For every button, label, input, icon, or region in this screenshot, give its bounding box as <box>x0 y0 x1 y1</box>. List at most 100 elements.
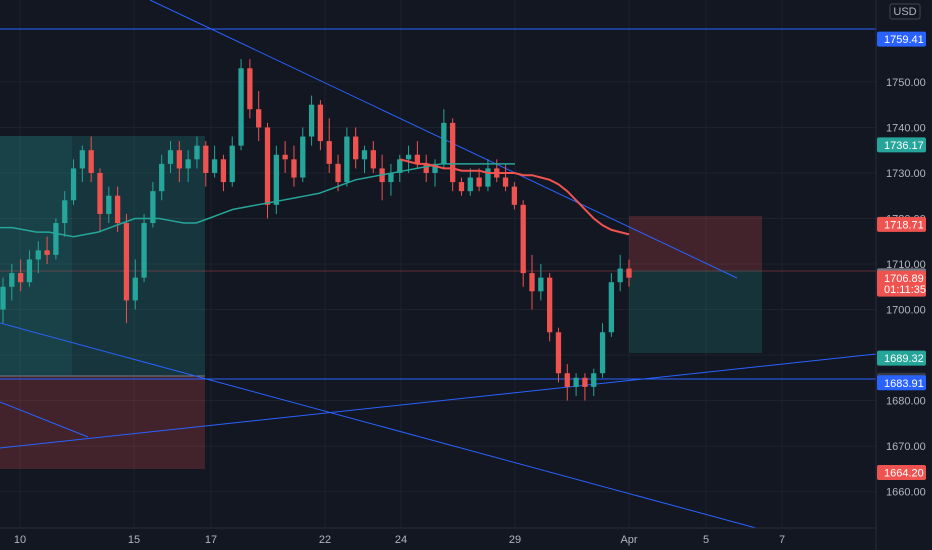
currency-badge[interactable] <box>889 3 921 20</box>
candle-body <box>62 200 68 224</box>
candle-body <box>256 109 262 128</box>
candle <box>608 273 615 337</box>
candle-body <box>17 273 24 283</box>
candle <box>573 373 579 396</box>
candle-body <box>335 163 341 183</box>
candle-body <box>220 159 227 183</box>
uptrend-line[interactable] <box>0 353 877 449</box>
candle-body <box>344 136 350 183</box>
x-tick-label: 17 <box>205 534 217 546</box>
candle <box>17 259 24 292</box>
y-tick-label: 1710.00 <box>886 259 926 271</box>
candle-body <box>9 273 15 287</box>
candle-body <box>176 150 182 169</box>
candle <box>317 100 324 151</box>
price-tag: 1689.32 <box>877 350 926 366</box>
candle-body <box>564 373 570 387</box>
candle <box>547 273 553 342</box>
candle <box>335 154 341 192</box>
candle <box>405 145 412 173</box>
time-axis-ticks[interactable]: 10 15 17 22 24 29 Apr 5 7 <box>14 534 785 546</box>
x-tick-label: 10 <box>14 534 26 546</box>
candle <box>291 145 297 187</box>
candle-body <box>370 150 376 169</box>
price-tag: 1718.71 <box>877 216 926 232</box>
price-tag-label: 1706.89 <box>884 273 924 285</box>
candle <box>106 186 112 224</box>
candle-body <box>70 168 77 201</box>
candle-body <box>141 223 147 278</box>
candle <box>617 254 623 292</box>
candle-body <box>44 250 50 255</box>
price-tag-box <box>877 350 926 366</box>
candle-body <box>211 159 218 173</box>
candle <box>529 254 535 310</box>
candle <box>79 145 85 183</box>
candle <box>450 118 456 192</box>
short-profit-zone <box>629 270 762 353</box>
candle <box>238 59 244 151</box>
y-tick-label: 1680.00 <box>886 396 926 408</box>
candle-body <box>547 277 553 333</box>
candle-body <box>361 150 368 160</box>
price-tag: 1759.41 <box>877 31 926 47</box>
candle <box>167 141 174 173</box>
price-tag-label: 1689.32 <box>884 353 924 365</box>
candle-body <box>405 154 412 160</box>
candle <box>282 141 288 173</box>
x-tick-label: 22 <box>319 534 331 546</box>
candle-body <box>291 159 297 178</box>
candle <box>591 368 597 396</box>
price-tag-label: 1718.71 <box>884 219 924 231</box>
price-tag-box <box>877 137 926 153</box>
x-tick-label: 24 <box>395 534 407 546</box>
price-tag-label: 1736.17 <box>884 140 924 152</box>
candle <box>458 177 465 196</box>
currency-label: USD <box>893 6 916 18</box>
candle <box>132 259 138 310</box>
candle <box>308 95 315 146</box>
grid <box>0 0 876 528</box>
candle-body <box>150 191 156 224</box>
candle <box>326 118 332 173</box>
candle <box>229 136 235 187</box>
price-tag-label: 1759.41 <box>884 34 924 46</box>
candle-body <box>441 122 447 164</box>
candle-body <box>467 177 473 192</box>
candle-body <box>194 145 200 160</box>
candle <box>599 323 606 378</box>
y-tick-label: 1700.00 <box>886 305 926 317</box>
candle <box>203 141 209 187</box>
channel-line[interactable] <box>0 401 89 438</box>
candle-body <box>123 223 130 301</box>
candle <box>88 136 94 183</box>
downtrend-line-lower[interactable] <box>0 322 757 529</box>
candle <box>626 259 632 287</box>
y-tick-label: 1750.00 <box>886 77 926 89</box>
candle-body <box>423 163 429 173</box>
y-tick-label: 1660.00 <box>886 487 926 499</box>
candle-body <box>282 154 288 160</box>
candle-body <box>608 282 615 333</box>
price-tag-countdown: 01:11:35 <box>884 284 926 296</box>
candle-body <box>397 159 403 173</box>
candle-body <box>538 277 544 292</box>
candle <box>0 277 6 324</box>
candle <box>97 168 103 233</box>
candle-body <box>388 172 394 183</box>
candle <box>150 182 156 228</box>
candle-body <box>529 273 535 292</box>
moving-average-red <box>399 158 630 236</box>
candle-body <box>432 163 438 173</box>
candle-body <box>485 168 491 187</box>
candle-body <box>511 186 518 205</box>
candle-body <box>203 145 209 173</box>
candle-body <box>0 286 6 310</box>
price-tag: 1683.91 <box>877 375 926 391</box>
candle-body <box>106 195 112 214</box>
candle <box>423 154 429 183</box>
candle <box>476 168 482 192</box>
